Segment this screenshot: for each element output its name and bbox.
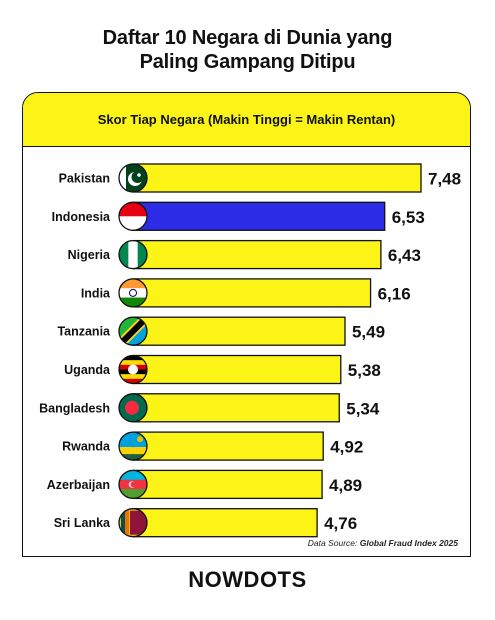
bar bbox=[132, 393, 340, 423]
bar bbox=[132, 431, 324, 461]
chart-title-line-1: Daftar 10 Negara di Dunia yang bbox=[102, 27, 393, 49]
category-label: Nigeria bbox=[68, 248, 111, 262]
data-label: 5,38 bbox=[348, 361, 381, 380]
category-label: India bbox=[81, 286, 111, 300]
data-source-prefix: Data Source: bbox=[307, 538, 360, 548]
bar bbox=[132, 239, 382, 270]
data-label: 6,43 bbox=[388, 246, 421, 265]
flag-bangladesh-icon bbox=[118, 393, 148, 423]
category-label: Bangladesh bbox=[39, 401, 110, 415]
chart-title: Daftar 10 Negara di Dunia yang Paling Ga… bbox=[0, 26, 495, 74]
data-label: 4,92 bbox=[330, 438, 363, 457]
flag-sri-lanka-icon bbox=[118, 508, 148, 538]
data-label: 4,89 bbox=[329, 476, 362, 495]
category-label: Indonesia bbox=[52, 210, 111, 224]
brand-logo: NOWDOTS bbox=[188, 567, 307, 592]
flag-nigeria-icon bbox=[118, 239, 148, 270]
chart-subtitle: Skor Tiap Negara (Makin Tinggi = Makin R… bbox=[23, 93, 470, 147]
category-label: Pakistan bbox=[59, 172, 110, 186]
bar bbox=[132, 201, 386, 231]
data-source-name: Global Fraud Index 2025 bbox=[359, 538, 458, 548]
category-label: Uganda bbox=[64, 363, 111, 377]
data-label: 6,53 bbox=[392, 208, 425, 227]
data-label: 6,16 bbox=[378, 284, 411, 303]
bar bbox=[132, 354, 342, 385]
flag-india-icon bbox=[118, 278, 148, 308]
flag-tanzania-icon bbox=[118, 316, 148, 346]
bar-chart: Pakistan 7,48 Indonesia 6,53 Nigeria 6,43 Indi… bbox=[39, 163, 461, 538]
data-source: Data Source: Global Fraud Index 2025 bbox=[308, 538, 458, 548]
category-label: Azerbaijan bbox=[47, 478, 110, 492]
data-label: 7,48 bbox=[428, 170, 461, 189]
chart-card: Skor Tiap Negara (Makin Tinggi = Makin R… bbox=[22, 92, 471, 557]
category-label: Sri Lanka bbox=[54, 516, 111, 530]
bar bbox=[132, 163, 422, 193]
flag-pakistan-icon bbox=[118, 163, 148, 193]
category-label: Tanzania bbox=[57, 325, 111, 339]
bar bbox=[132, 508, 318, 538]
chart-title-line-2: Paling Gampang Ditipu bbox=[139, 51, 356, 73]
data-label: 4,76 bbox=[324, 514, 357, 533]
data-label: 5,34 bbox=[346, 399, 380, 418]
data-label: 5,49 bbox=[352, 323, 385, 342]
flag-uganda-icon bbox=[118, 354, 148, 385]
bar bbox=[132, 278, 372, 308]
category-label: Rwanda bbox=[62, 440, 111, 454]
flag-rwanda-icon bbox=[118, 431, 148, 461]
flag-indonesia-icon bbox=[118, 201, 148, 231]
flag-azerbaijan-icon bbox=[118, 469, 148, 500]
bar bbox=[132, 469, 323, 500]
bar bbox=[132, 316, 346, 346]
